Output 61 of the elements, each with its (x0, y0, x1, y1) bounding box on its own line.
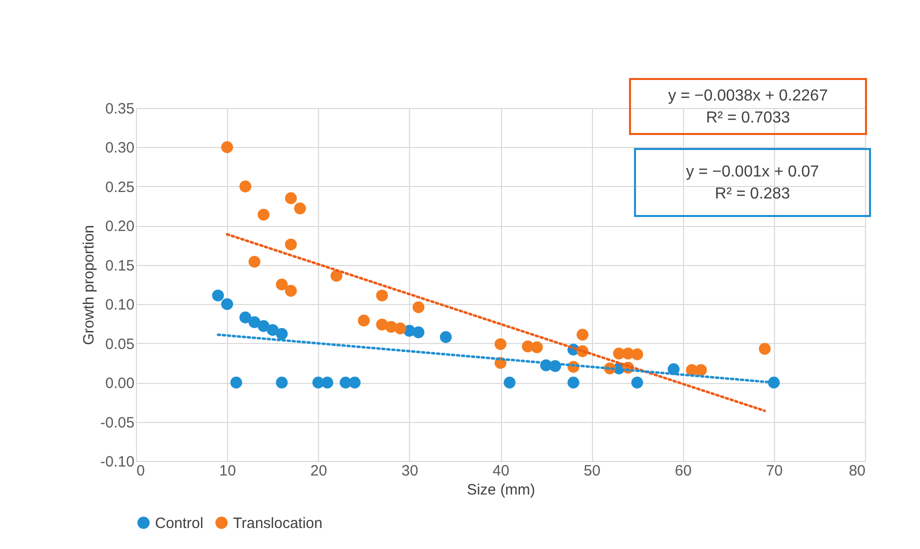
point (358, 314, 370, 326)
x-tick-label: 70 (766, 462, 783, 480)
legend-label: Translocation (233, 514, 322, 532)
point (221, 298, 234, 310)
x-tick-label: 30 (402, 462, 418, 480)
x-tick-label: 80 (848, 462, 866, 480)
point (276, 328, 288, 340)
y-tick-label: 0.35 (105, 100, 134, 118)
point (758, 342, 771, 355)
point (212, 290, 224, 302)
point (276, 278, 288, 290)
x-tick-label: 20 (310, 462, 328, 480)
point (394, 322, 406, 334)
point (567, 376, 580, 388)
x-tick-label: 0 (136, 462, 145, 480)
point (258, 208, 270, 221)
point (376, 290, 388, 302)
point (239, 180, 252, 192)
y-tick-label: 0.20 (105, 218, 134, 236)
point (412, 301, 424, 314)
y-tick-label: 0.05 (105, 336, 134, 353)
point (284, 192, 297, 204)
y-tick-label: -0.05 (100, 414, 134, 432)
point (294, 202, 306, 214)
x-tick-label: 40 (492, 462, 510, 480)
y-tick-label: 0.30 (105, 140, 134, 157)
point (494, 338, 506, 350)
point (412, 326, 424, 338)
point (221, 141, 234, 154)
point (230, 376, 242, 388)
x-tick-label: 60 (674, 462, 692, 480)
legend-label: Control (155, 514, 204, 532)
x-tick-label: 10 (219, 462, 236, 480)
x-tick-label: 50 (584, 462, 600, 480)
point (258, 320, 270, 332)
point (695, 364, 707, 376)
y-tick-label: 0.10 (105, 296, 134, 314)
point (348, 376, 361, 388)
y-tick-label: 0.00 (105, 375, 134, 392)
point (576, 328, 588, 341)
point (321, 376, 334, 388)
point (284, 238, 297, 250)
point (531, 341, 543, 354)
point (504, 376, 516, 388)
point (239, 312, 252, 324)
point (276, 376, 288, 388)
point (266, 324, 279, 336)
point (248, 316, 260, 328)
point (631, 348, 644, 360)
y-tick-label: 0.25 (105, 178, 134, 196)
point (284, 284, 297, 297)
point (330, 270, 342, 282)
point (440, 331, 452, 343)
y-axis-title: Growth proportion (80, 224, 98, 346)
point (631, 376, 644, 388)
point (248, 256, 260, 268)
y-tick-label: 0.15 (105, 257, 134, 274)
y-tick-label: -0.10 (100, 454, 134, 470)
x-axis-title: Size (mm) (466, 482, 536, 498)
annotation: y = −0.0038x + 0.2267 R² = 0.7033 (668, 88, 828, 126)
annotation: y = −0.001x + 0.07 R² = 0.283 (686, 164, 820, 202)
